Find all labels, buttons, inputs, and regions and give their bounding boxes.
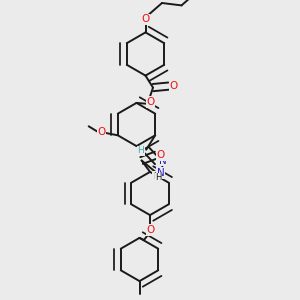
Text: O: O [169, 81, 178, 91]
Text: O: O [146, 97, 155, 107]
Text: O: O [146, 225, 155, 235]
Text: N: N [159, 155, 167, 166]
Text: H: H [156, 173, 162, 182]
Text: N: N [157, 168, 165, 178]
Text: O: O [97, 127, 105, 137]
Text: O: O [157, 150, 165, 160]
Text: H: H [153, 172, 160, 181]
Text: O: O [141, 14, 150, 25]
Text: H: H [137, 146, 144, 155]
